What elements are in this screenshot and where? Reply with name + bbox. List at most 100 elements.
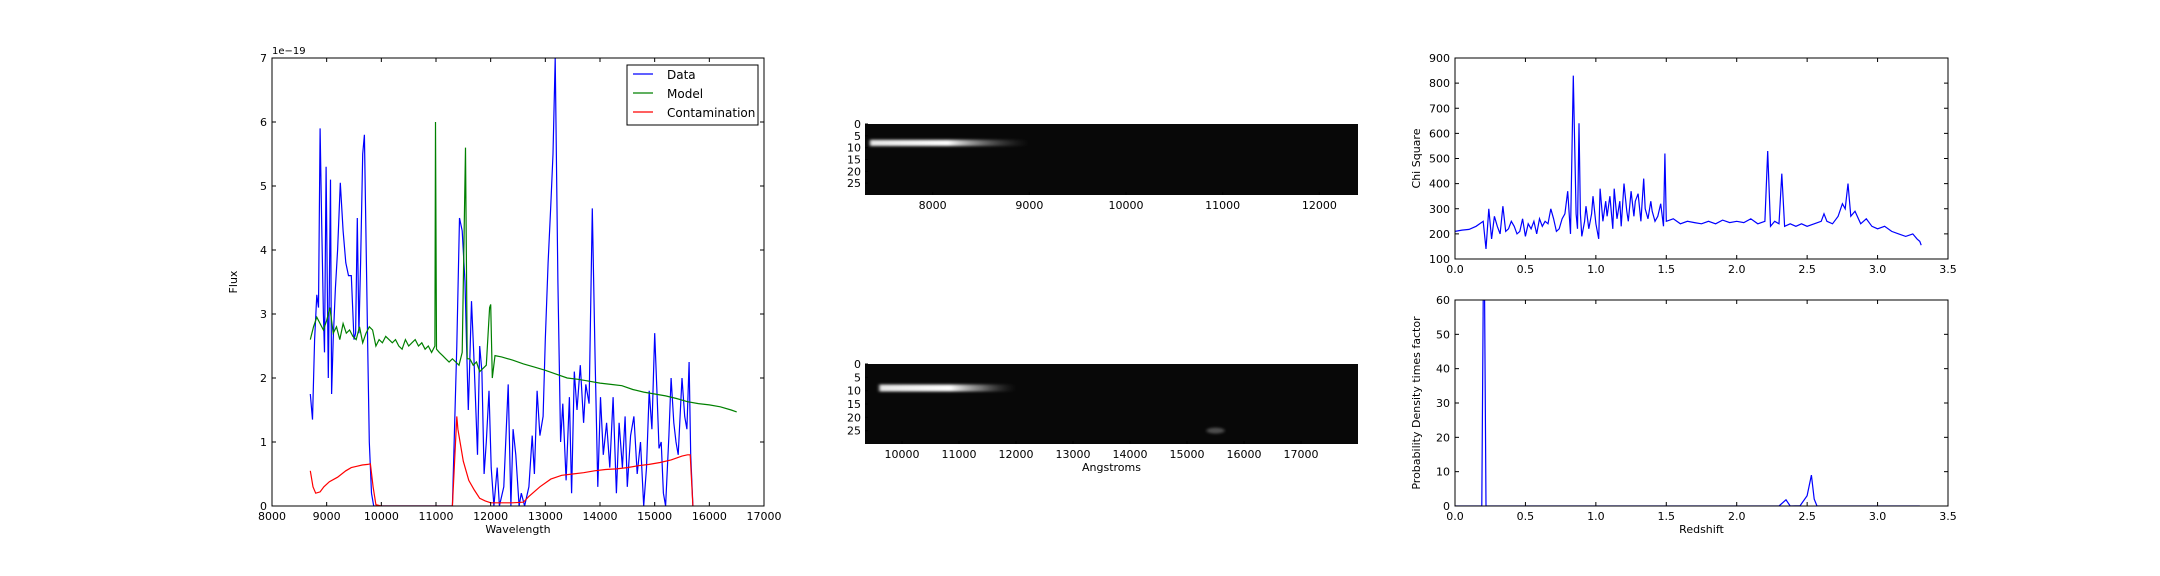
y-tick-label: 0 — [854, 118, 861, 131]
chi-square-panel: 0.0 0.5 1.0 1.5 2.0 2.5 3.0 3.5 100 200 300 400 500 6… — [1410, 52, 1957, 276]
x-tick-label: 3.5 — [1939, 510, 1957, 523]
x-tick-label: 12000 — [1302, 199, 1337, 212]
y-tick-label: 5 — [854, 371, 861, 384]
series-line-4-0 — [1455, 300, 1920, 506]
x-tick-label: 10000 — [885, 448, 920, 461]
y-tick-label: 900 — [1429, 52, 1450, 65]
legend-label-model: Model — [667, 87, 703, 101]
x-tick-label: 11000 — [1205, 199, 1240, 212]
x-tick-label: 0.0 — [1446, 263, 1464, 276]
x-tick-label: 8000 — [258, 510, 286, 523]
y-tick-label: 15 — [847, 398, 861, 411]
y-tick-label: 500 — [1429, 153, 1450, 166]
x-tick-label: 10000 — [364, 510, 399, 523]
legend-box — [626, 64, 759, 126]
series-line-model — [309, 121, 737, 413]
y-tick-label: 60 — [1436, 294, 1450, 307]
legend-label-data: Data — [667, 68, 696, 82]
y-tick-label: 7 — [260, 52, 267, 65]
x-tick-label: 9000 — [1015, 199, 1043, 212]
axes-frame — [271, 57, 765, 507]
x-tick-label: 2.5 — [1798, 263, 1816, 276]
series-line-data — [309, 58, 694, 506]
y-tick-label: 5 — [854, 130, 861, 143]
x-tick-label: 2.0 — [1728, 263, 1746, 276]
x-tick-label: 12000 — [999, 448, 1034, 461]
x-axis-label: Angstroms — [1082, 461, 1141, 474]
y-tick-label: 0 — [854, 358, 861, 371]
x-tick-label: 0.5 — [1517, 510, 1535, 523]
y-tick-label: 100 — [1429, 253, 1450, 266]
x-tick-label: 16000 — [1227, 448, 1262, 461]
y-axis-label: Flux — [227, 270, 240, 293]
x-tick-label: 0.5 — [1517, 263, 1535, 276]
x-tick-label: 14000 — [583, 510, 618, 523]
y-tick-label: 800 — [1429, 77, 1450, 90]
x-tick-label: 3.5 — [1939, 263, 1957, 276]
x-tick-label: 17000 — [1284, 448, 1319, 461]
y-tick-label: 25 — [847, 425, 861, 438]
y-tick-label: 200 — [1429, 228, 1450, 241]
axes-frame — [1454, 57, 1949, 260]
x-tick-label: 15000 — [637, 510, 672, 523]
spectral-trace — [869, 139, 1030, 147]
x-tick-label: 1.0 — [1587, 263, 1605, 276]
x-tick-label: 11000 — [419, 510, 454, 523]
y-tick-label: 10 — [1436, 466, 1450, 479]
y-axis-label: Chi Square — [1410, 128, 1423, 188]
y-tick-label: 50 — [1436, 328, 1450, 341]
spectrum-image-background — [865, 124, 1358, 195]
spectral-trace — [879, 384, 1017, 392]
y-tick-label: 3 — [260, 308, 267, 321]
y-tick-label: 2 — [260, 372, 267, 385]
spectrum-image-background — [865, 364, 1358, 444]
flux-panel: 8000 9000 10000 11000 12000 13000 14000 15000 16… — [227, 46, 782, 536]
y-tick-label: 300 — [1429, 203, 1450, 216]
x-tick-label: 12000 — [473, 510, 508, 523]
x-tick-label: 0.0 — [1446, 510, 1464, 523]
x-tick-label: 9000 — [313, 510, 341, 523]
x-tick-label: 11000 — [942, 448, 977, 461]
y-tick-label: 4 — [260, 244, 267, 257]
probability-density-panel: 0.0 0.5 1.0 1.5 2.0 2.5 3.0 3.5 0 10 20 30 40 50 60 Red… — [1410, 294, 1957, 536]
y-tick-label: 10 — [847, 385, 861, 398]
y-tick-label: 20 — [847, 165, 861, 178]
x-tick-label: 1.5 — [1658, 510, 1676, 523]
axis-offset-text: 1e−19 — [272, 46, 306, 57]
series-line-3-0 — [1455, 75, 1922, 249]
contaminant-spot — [1206, 427, 1225, 434]
x-tick-label: 1.5 — [1658, 263, 1676, 276]
y-tick-label: 30 — [1436, 397, 1450, 410]
x-tick-label: 10000 — [1109, 199, 1144, 212]
x-tick-label: 13000 — [528, 510, 563, 523]
x-tick-label: 13000 — [1056, 448, 1091, 461]
y-tick-label: 0 — [260, 500, 267, 513]
y-tick-label: 20 — [847, 411, 861, 424]
x-tick-label: 2.0 — [1728, 510, 1746, 523]
y-tick-label: 5 — [260, 180, 267, 193]
y-tick-label: 25 — [847, 177, 861, 190]
x-tick-label: 3.0 — [1869, 510, 1887, 523]
x-tick-label: 8000 — [919, 199, 947, 212]
y-axis-label: Probability Density times factor — [1410, 316, 1423, 490]
y-tick-label: 600 — [1429, 127, 1450, 140]
series-line-contamination — [309, 416, 694, 506]
x-tick-label: 3.0 — [1869, 263, 1887, 276]
x-axis-label: Redshift — [1679, 523, 1724, 536]
y-tick-label: 20 — [1436, 431, 1450, 444]
x-tick-label: 17000 — [747, 510, 782, 523]
y-tick-label: 15 — [847, 154, 861, 167]
y-tick-label: 6 — [260, 116, 267, 129]
x-tick-label: 15000 — [1170, 448, 1205, 461]
axes-frame — [1454, 299, 1949, 507]
x-tick-label: 1.0 — [1587, 510, 1605, 523]
y-tick-label: 400 — [1429, 178, 1450, 191]
y-tick-label: 0 — [1443, 500, 1450, 513]
legend-label-contamination: Contamination — [667, 106, 755, 120]
y-tick-label: 40 — [1436, 363, 1450, 376]
y-tick-label: 10 — [847, 142, 861, 155]
y-tick-label: 700 — [1429, 102, 1450, 115]
